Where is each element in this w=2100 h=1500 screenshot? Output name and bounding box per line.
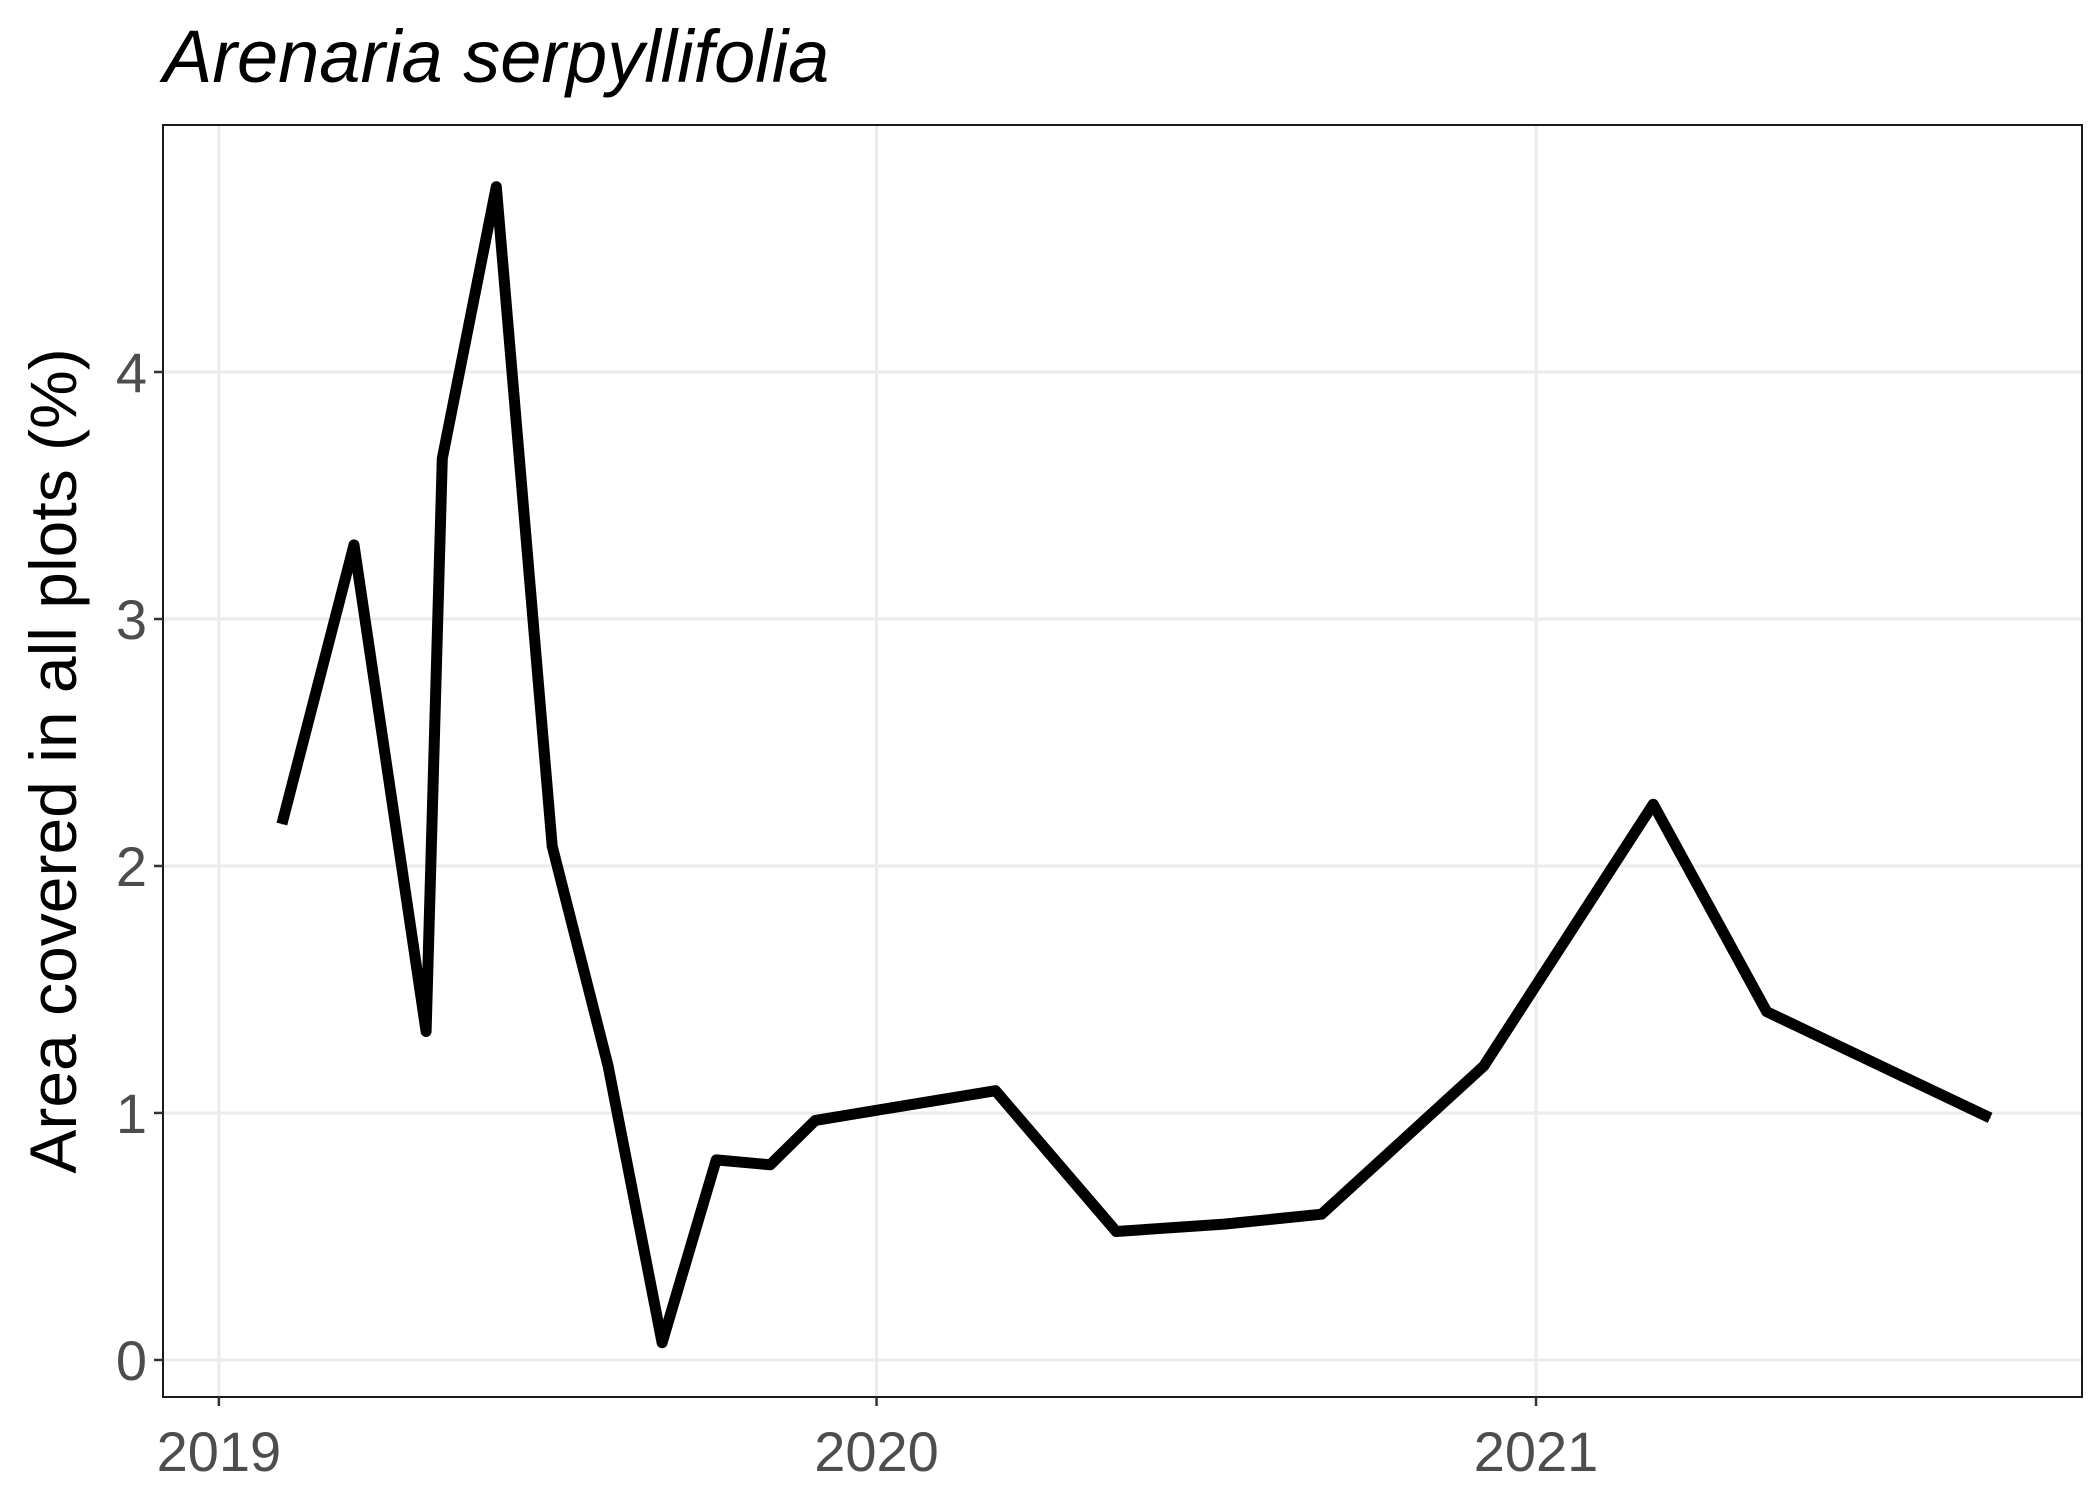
chart-title: Arenaria serpyllifolia — [159, 15, 829, 98]
data-point — [994, 1090, 996, 1092]
x-tick-label: 2021 — [1474, 1420, 1599, 1483]
x-tick-label: 2020 — [814, 1420, 939, 1483]
series-layer — [276, 181, 1993, 1349]
data-point — [1652, 803, 1654, 805]
data-point — [425, 1030, 427, 1032]
data-point — [1766, 1011, 1768, 1013]
x-tick-label: 2019 — [157, 1420, 282, 1483]
data-point — [441, 457, 443, 459]
data-point — [607, 1065, 609, 1067]
data-point — [814, 1119, 816, 1121]
data-point — [661, 1342, 663, 1344]
data-point — [1115, 1231, 1117, 1233]
data-point — [1989, 1117, 1991, 1119]
y-tick-label: 0 — [116, 1329, 147, 1392]
data-point — [281, 823, 283, 825]
y-tick-label: 4 — [116, 341, 147, 404]
data-point — [495, 186, 497, 188]
y-tick-label: 3 — [116, 588, 147, 651]
data-point — [551, 845, 553, 847]
data-point — [1321, 1213, 1323, 1215]
plot-panel-border — [162, 124, 2083, 1398]
series-line — [276, 181, 1993, 1349]
gridlines — [163, 125, 2082, 1397]
y-axis-label: Area covered in all plots (%) — [16, 348, 90, 1173]
axes: 0 1 2 3 4 2019 2020 2021 — [116, 341, 1598, 1483]
y-tick-label: 2 — [116, 835, 147, 898]
data-point — [1223, 1223, 1225, 1225]
data-point — [769, 1164, 771, 1166]
data-point — [353, 544, 355, 546]
data-point — [1483, 1065, 1485, 1067]
data-point — [715, 1159, 717, 1161]
y-tick-label: 1 — [116, 1082, 147, 1145]
